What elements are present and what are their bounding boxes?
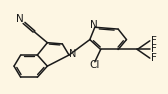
Text: Cl: Cl <box>90 60 100 70</box>
Text: F: F <box>151 44 156 54</box>
Text: F: F <box>151 36 156 46</box>
Text: N: N <box>90 20 98 30</box>
Text: N: N <box>16 14 24 24</box>
Text: N: N <box>70 49 77 59</box>
Text: F: F <box>151 53 156 63</box>
